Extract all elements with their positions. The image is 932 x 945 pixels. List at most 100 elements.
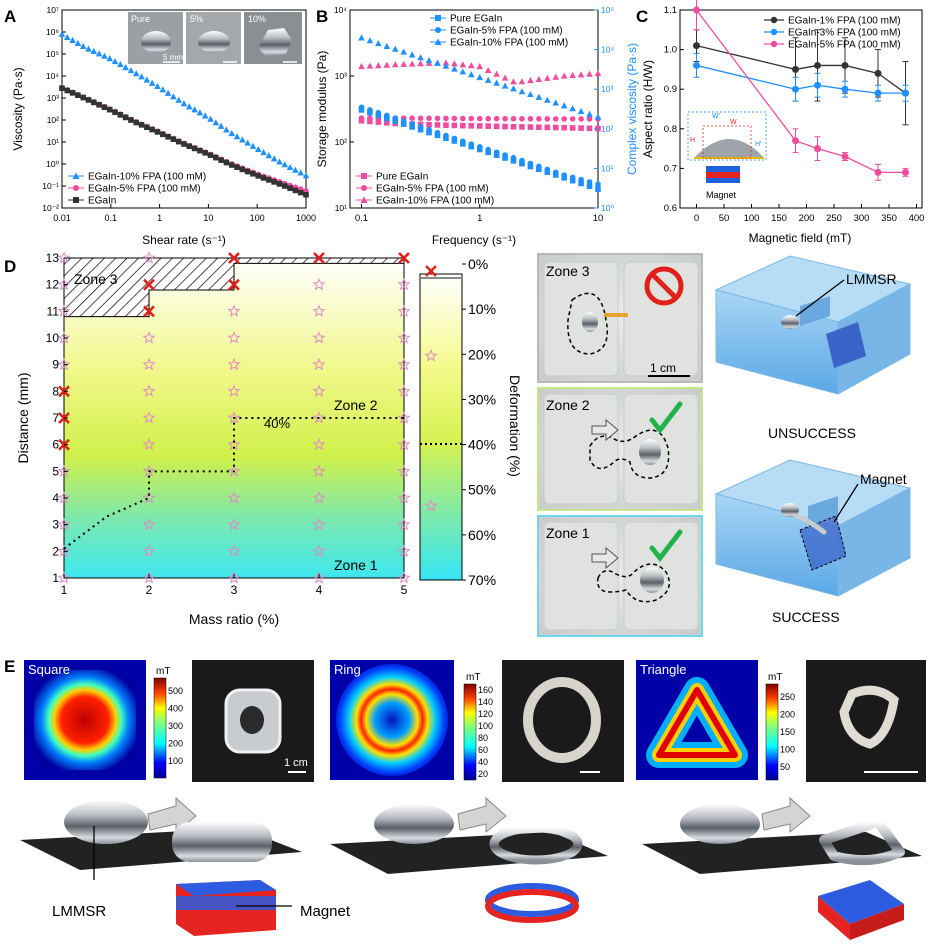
panel-b-point-0-12 [460,122,466,129]
panel-a-point-0-1 [64,33,71,40]
panel-b-point-1-23 [552,116,559,122]
panel-b-point-2-3 [383,61,391,68]
cbarTriTicks-label-1: 200 [780,709,795,719]
panel-c-point-2-5 [902,168,909,176]
panel-b-point-4-3 [384,112,390,119]
panel-b-point-4-2 [375,109,382,116]
panel-b-point-2-15 [484,66,492,73]
panel-b-point-3-17 [502,155,508,161]
panel-b-point-2-20 [527,77,534,84]
panel-b-legend-bottom-marker-1 [361,185,367,191]
panel-c-ytick-label-3: 0.9 [664,84,677,95]
panel-a-point-0-0 [58,30,66,37]
scene-triangle-droplet-initial [680,804,760,844]
panel-b-point-4-9 [434,129,441,136]
panel-b-point-4-14 [476,144,483,150]
panel-b-chart: 0.1 1 10 10¹ 10² 10³ 10⁴ 10⁰ 10¹ 10² 10³ 10⁴ 10⁵ Fre… [315,5,639,247]
cbarRingTicks-label-3: 100 [478,721,493,731]
panel-a-point-0-8 [101,52,108,59]
panel-b-point-4-0 [358,104,365,111]
panel-d-failure-mark-3-12 [228,278,240,291]
panel-c-point-2-1 [792,137,799,145]
panel-b-point-5-14 [476,73,484,81]
panel-d-star-2-2 [142,544,156,557]
panel-a-ytick-label-7: 10⁵ [46,49,59,59]
panel-d-marks [57,251,411,584]
panel-a-y-axis-label: Viscosity (Pa·s) [11,67,25,150]
cbarRingTicks-label-2: 120 [478,709,493,719]
panel-b-point-0-20 [527,124,534,130]
inset-label-10pct: 10% [248,14,266,24]
panel-c-xtick-label-3: 150 [771,213,787,224]
panel-b-ticks: 0.1 1 10 10¹ 10² 10³ 10⁴ 10⁰ 10¹ 10² 10³ 10⁴ 10⁵ [334,5,615,224]
panel-d-xtick-label-3: 4 [316,583,323,597]
panel-b-point-1-11 [451,115,458,122]
panel-b-point-5-12 [459,68,467,75]
panel-d-ytick-label-7: 8 [52,384,59,398]
panel-d-failure-mark-2-11 [143,305,155,318]
panel-a-point-0-9 [106,55,114,62]
panel-d-ytick-label-2: 3 [52,518,59,532]
panel-d-star-5-7 [397,411,411,424]
panel-d-star-1-9 [57,357,71,371]
panel-a-ytick-label-8: 10⁶ [46,27,59,37]
panel-b-point-1-26 [578,116,584,122]
inset-label-wprime: W' [712,113,720,120]
panel-d-star-4-6 [312,437,326,451]
panel-d-star-4-12 [312,277,326,291]
panel-b-point-5-10 [442,62,450,69]
panel-b-point-1-6 [409,115,415,122]
inset-box-inner [702,125,752,159]
panel-b-point-3-26 [578,180,584,187]
panel-d-cbar-label-1: 10% [468,301,496,317]
panel-a-point-0-45 [297,169,304,176]
panel-a-point-0-11 [117,61,124,68]
photo-scale-label: 1 cm [650,361,676,375]
panel-a-point-0-14 [132,70,140,77]
panel-b-point-1-13 [468,115,475,122]
panel-b-point-0-19 [519,124,525,130]
panel-a-point-0-30 [217,122,225,129]
panel-d-star-2-4 [142,491,156,504]
photo-square-hole [240,706,264,734]
panel-b-point-5-11 [451,65,458,72]
panel-a-point-2-28 [207,152,214,158]
panel-a-point-0-33 [233,133,241,140]
render-unsuccess-magnet [826,322,866,368]
panel-b-point-2-23 [552,73,560,80]
panel-d-star-4-9 [312,357,326,371]
panel-b-ytick-label-2: 10³ [335,71,347,81]
panel-d-y-axis-label: Distance (mm) [15,372,31,463]
panel-a-legend-label-1: EGaIn-5% FPA (100 mM) [88,184,201,195]
render-unsuccess-droplet [781,315,799,329]
panel-d-ytick-label-9: 10 [46,331,60,345]
panel-d-star-2-10 [142,331,156,344]
no-entry-icon [644,266,684,306]
panel-c-point-1-4 [874,89,882,97]
panel-c-point-1-3 [841,85,849,93]
panel-b-point-4-19 [519,157,525,164]
panel-b-point-3-2 [375,112,382,119]
panel-b-point-3-28 [595,186,601,192]
panel-b-point-1-20 [527,115,534,122]
panel-a-ytick-label-3: 10¹ [47,137,59,147]
panel-a-ytick-label-0: 10⁻² [42,203,59,213]
panel-b-point-2-2 [375,62,382,69]
panel-b-point-0-22 [544,124,551,131]
panel-c-ytick-label-5: 1.1 [664,5,677,16]
panel-b-point-5-21 [535,93,543,100]
panel-b-point-4-1 [367,107,373,113]
panel-c-legend-marker-2 [770,40,778,48]
colorbar-triangle [765,683,779,781]
panel-b-point-4-28 [595,181,601,187]
panel-a-xtick-label-0: 0.01 [53,213,71,223]
panel-c-xtick-label-8: 400 [909,213,925,224]
panel-c-xtick-label-4: 200 [799,213,815,224]
panel-b-point-1-17 [502,115,508,122]
panel-a-point-2-40 [271,179,277,185]
panel-b-point-1-15 [485,115,491,122]
panel-b-point-1-10 [443,115,449,122]
panel-a-point-2-25 [191,145,198,152]
panel-d-star-2-6 [142,437,156,451]
panel-b-ytick-right-label-5: 10⁵ [601,5,614,15]
